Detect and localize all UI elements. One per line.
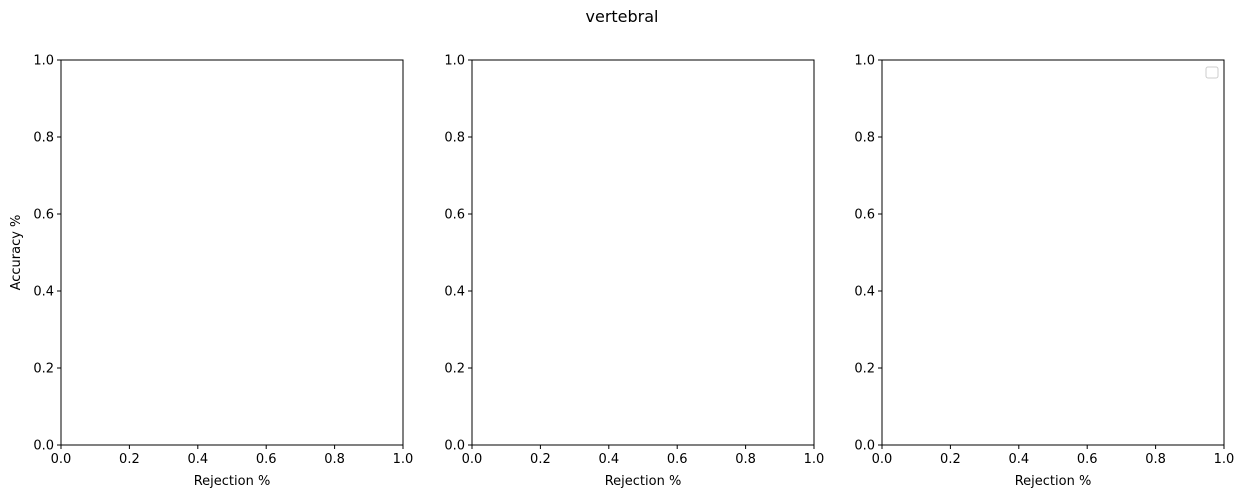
x-tick-label: 0.2 (940, 452, 961, 467)
x-tick-label: 0.0 (51, 452, 72, 467)
y-tick-label: 0.2 (444, 362, 465, 377)
x-axis-label: Rejection % (605, 474, 682, 489)
y-tick-label: 0.0 (444, 439, 465, 454)
x-tick-label: 0.4 (1008, 452, 1029, 467)
x-tick-label: 1.0 (1214, 452, 1235, 467)
x-tick-label: 0.0 (462, 452, 483, 467)
y-tick-label: 0.0 (33, 439, 54, 454)
x-tick-label: 0.2 (119, 452, 140, 467)
y-tick-label: 0.2 (33, 362, 54, 377)
axes-frame (881, 59, 1225, 446)
y-tick-label: 0.8 (854, 131, 875, 146)
y-tick-label: 1.0 (854, 54, 875, 69)
y-axis-label: Accuracy % (9, 215, 24, 291)
x-tick-label: 1.0 (393, 452, 414, 467)
x-tick-label: 0.4 (187, 452, 208, 467)
subplot-1: 0.0 0.2 0.4 0.6 0.8 1.0 0.0 0.2 0.4 0.6 0.8 1.0 Reje… (9, 54, 413, 490)
subplot-2: 0.0 0.2 0.4 0.6 0.8 1.0 0.0 0.2 0.4 0.6 0.8 1.0 Reje… (444, 54, 824, 490)
x-tick-label: 0.6 (256, 452, 277, 467)
figure-title: vertebral (585, 7, 659, 26)
y-tick-label: 1.0 (444, 54, 465, 69)
x-tick-label: 0.0 (872, 452, 893, 467)
y-tick-label: 0.4 (854, 285, 875, 300)
x-axis-label: Rejection % (1015, 474, 1092, 489)
y-tick-label: 1.0 (33, 54, 54, 69)
x-tick-label: 0.2 (530, 452, 551, 467)
y-tick-label: 0.2 (854, 362, 875, 377)
x-tick-label: 0.4 (598, 452, 619, 467)
y-tick-label: 0.6 (33, 208, 54, 223)
x-tick-label: 0.8 (1145, 452, 1166, 467)
legend-box (1205, 66, 1219, 79)
x-axis-label: Rejection % (194, 474, 271, 489)
y-tick-label: 0.6 (854, 208, 875, 223)
axes-frame (471, 59, 815, 446)
x-tick-label: 1.0 (804, 452, 825, 467)
y-tick-label: 0.8 (33, 131, 54, 146)
y-tick-label: 0.0 (854, 439, 875, 454)
y-tick-label: 0.4 (444, 285, 465, 300)
x-tick-label: 0.8 (735, 452, 756, 467)
y-tick-label: 0.6 (444, 208, 465, 223)
axes-frame (60, 59, 404, 446)
x-tick-label: 0.6 (1077, 452, 1098, 467)
x-tick-label: 0.6 (667, 452, 688, 467)
y-tick-label: 0.8 (444, 131, 465, 146)
subplot-3: 0.0 0.2 0.4 0.6 0.8 1.0 0.0 0.2 0.4 0.6 0.8 1.0 Reje… (854, 54, 1234, 490)
x-tick-label: 0.8 (324, 452, 345, 467)
y-tick-label: 0.4 (33, 285, 54, 300)
